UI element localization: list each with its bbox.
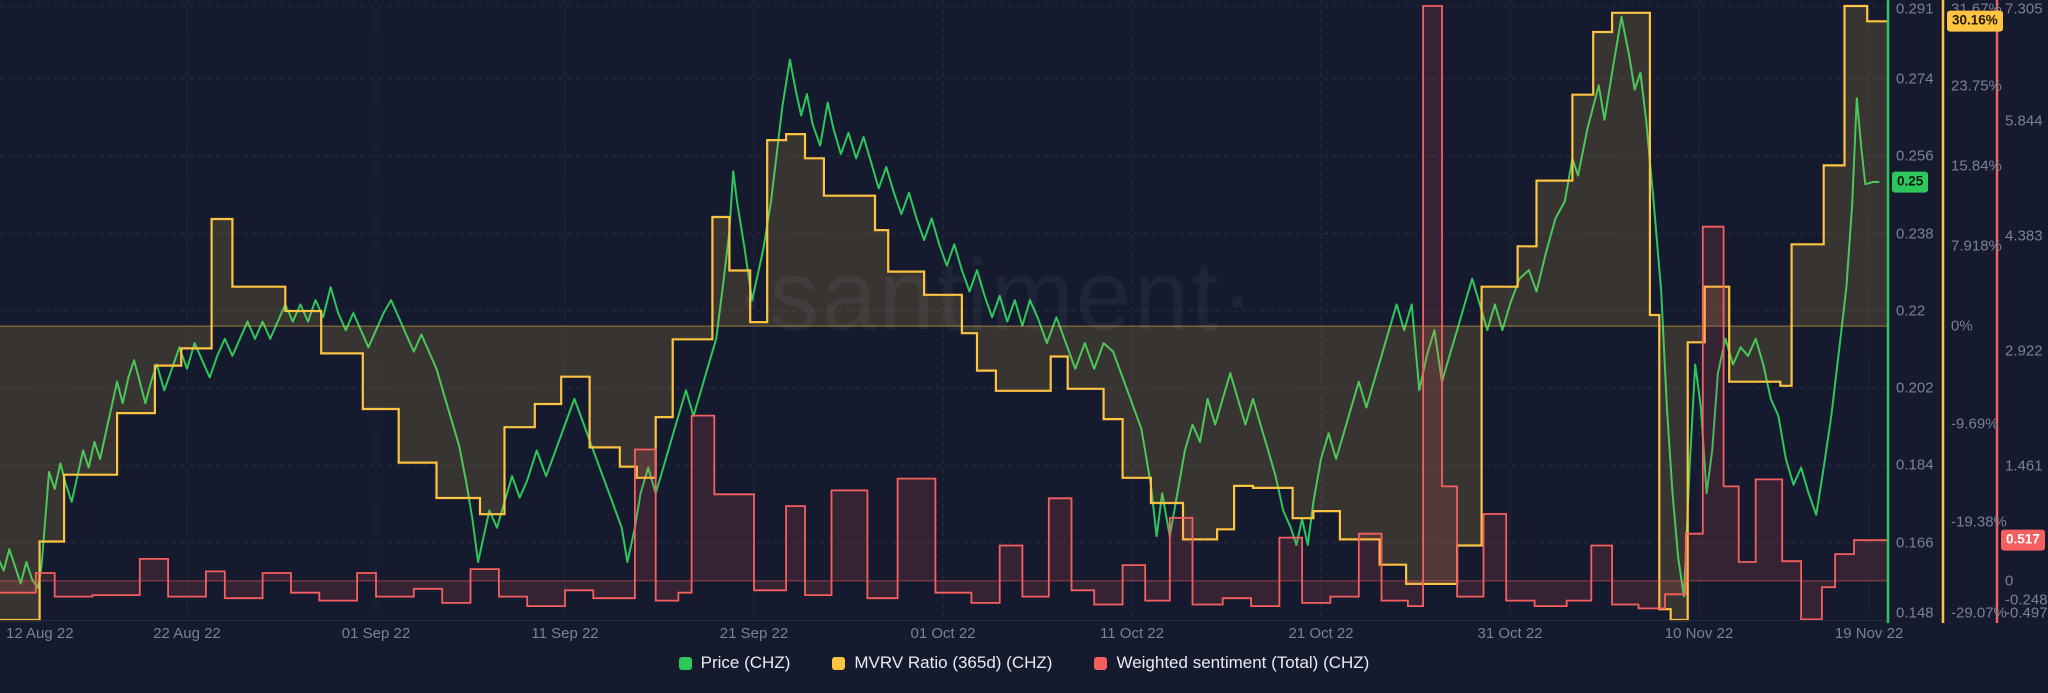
legend-swatch-icon <box>832 656 846 670</box>
date-label: 01 Oct 22 <box>910 625 976 642</box>
legend-swatch-icon <box>678 656 692 670</box>
mvrv-area <box>0 6 1888 620</box>
legend-label: MVRV Ratio (365d) (CHZ) <box>854 653 1053 672</box>
legend-label: Weighted sentiment (Total) (CHZ) <box>1116 653 1370 672</box>
date-label: 01 Sep 22 <box>341 625 411 642</box>
legend-item[interactable]: MVRV Ratio (365d) (CHZ) <box>832 653 1052 673</box>
price-tick-label: 0.148 <box>1896 604 1934 622</box>
price-tick-label: 0.22 <box>1896 302 1926 320</box>
sentiment-tick-label: 0 <box>2005 572 2014 590</box>
date-label: 21 Oct 22 <box>1288 625 1354 642</box>
mvrv-tick-label: 15.84% <box>1951 157 2002 175</box>
sentiment-tick-label: 4.383 <box>2005 227 2043 245</box>
mvrv-tick-label: 0% <box>1951 317 1973 335</box>
price-tick-label: 0.184 <box>1896 456 1934 474</box>
date-label: 22 Aug 22 <box>153 625 221 642</box>
mvrv-tick-label: -9.69% <box>1951 415 1999 433</box>
sentiment-current-value-badge: 0.517 <box>2001 529 2045 551</box>
price-line <box>0 15 1880 598</box>
mvrv-current-value-badge: 30.16% <box>1947 10 2003 32</box>
price-tick-label: 0.202 <box>1896 379 1934 397</box>
date-label: 12 Aug 22 <box>6 625 74 642</box>
legend-swatch-icon <box>1094 656 1108 670</box>
sentiment-tick-label: 1.461 <box>2005 457 2043 475</box>
date-label: 10 Nov 22 <box>1664 625 1734 642</box>
date-label: 19 Nov 22 <box>1834 625 1904 642</box>
sentiment-tick-label: 5.844 <box>2005 112 2043 130</box>
mvrv-tick-label: 23.75% <box>1951 77 2002 95</box>
legend-item[interactable]: Price (CHZ) <box>678 653 791 673</box>
legend-label: Price (CHZ) <box>700 653 791 672</box>
price-tick-label: 0.238 <box>1896 225 1934 243</box>
mvrv-tick-label: -29.07% <box>1951 604 2007 622</box>
date-label: 21 Sep 22 <box>719 625 789 642</box>
price-current-value-badge: 0.25 <box>1892 171 1929 193</box>
mvrv-line <box>0 4 1888 622</box>
price-tick-label: 0.256 <box>1896 147 1934 165</box>
sentiment-tick-label: 2.922 <box>2005 342 2043 360</box>
legend-item[interactable]: Weighted sentiment (Total) (CHZ) <box>1094 653 1369 673</box>
date-label: 11 Oct 22 <box>1100 625 1164 642</box>
date-label: 11 Sep 22 <box>531 625 599 642</box>
price-tick-label: 0.291 <box>1896 0 1934 18</box>
sentiment-area <box>0 6 1888 620</box>
legend: Price (CHZ) MVRV Ratio (365d) (CHZ) Weight… <box>0 653 2048 673</box>
price-tick-label: 0.274 <box>1896 70 1934 88</box>
date-label: 31 Oct 22 <box>1477 625 1543 642</box>
sentiment-tick-label: -0.497 <box>2005 604 2048 622</box>
sentiment-tick-label: 7.305 <box>2005 0 2043 18</box>
mvrv-tick-label: -19.38% <box>1951 513 2007 531</box>
mvrv-tick-label: 7.918% <box>1951 237 2002 255</box>
price-tick-label: 0.166 <box>1896 534 1934 552</box>
sentiment-tick-label: -0.248 <box>2005 591 2048 609</box>
sentiment-line <box>0 5 1888 621</box>
